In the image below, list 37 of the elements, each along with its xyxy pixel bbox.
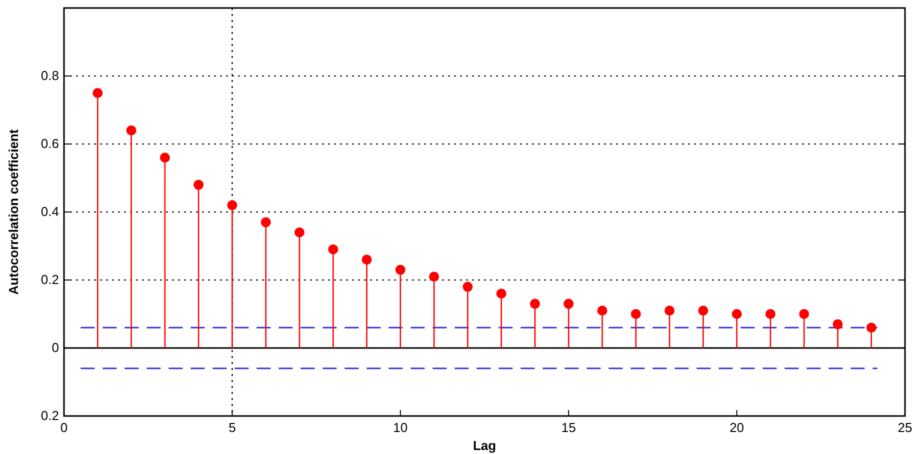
point — [732, 309, 742, 319]
point — [698, 306, 708, 316]
point — [530, 298, 540, 309]
point — [362, 254, 372, 265]
point — [866, 322, 876, 333]
point — [92, 88, 103, 98]
y-tick-label: 0.2 — [40, 272, 59, 287]
point — [395, 264, 406, 275]
point — [328, 244, 338, 254]
y-tick-label: 0.2 — [40, 408, 59, 423]
point — [630, 309, 641, 319]
point — [564, 298, 574, 309]
x-tick-label: 25 — [898, 420, 912, 435]
x-tick-label: 10 — [393, 420, 408, 435]
point — [126, 125, 136, 136]
point — [160, 152, 170, 163]
x-tick-label: 15 — [561, 420, 576, 435]
point — [765, 309, 776, 319]
point — [462, 282, 473, 292]
point — [799, 309, 810, 319]
y-tick-label: 0 — [52, 340, 59, 355]
point — [227, 200, 238, 210]
point — [664, 306, 675, 316]
y-tick-label: 0.6 — [40, 136, 59, 151]
point — [832, 319, 843, 330]
point — [294, 227, 304, 238]
point — [194, 180, 204, 190]
y-tick-label: 0.8 — [40, 68, 59, 83]
point — [496, 288, 506, 299]
x-axis-title: Lag — [472, 438, 496, 453]
y-axis-title: Autocorrelation coefficient — [6, 128, 21, 295]
x-tick-label: 20 — [730, 420, 744, 435]
point — [597, 306, 608, 316]
point — [429, 272, 440, 282]
x-tick-label: 5 — [228, 420, 236, 435]
y-tick-label: 0.4 — [40, 204, 59, 219]
point — [260, 217, 271, 228]
